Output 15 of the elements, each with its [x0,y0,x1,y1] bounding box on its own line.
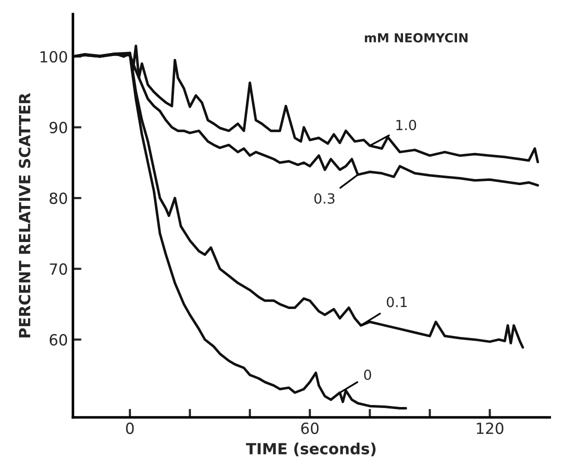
y-tick-label: 90 [50,122,68,134]
y-tick-label: 100 [40,50,68,63]
y-axis-title: PERCENT RELATIVE SCATTER [18,93,30,338]
y-tick-label: 60 [50,334,68,346]
y-tick-label: 80 [50,192,68,204]
series-label: 1.0 [396,120,416,130]
x-axis-title: TIME (seconds) [246,442,376,456]
x-tick-label: 120 [476,422,504,434]
x-tick-label: 0 [126,422,134,434]
x-tick-label: 60 [301,422,319,434]
series-label: 0.1 [386,296,407,308]
series-label: 0 [364,370,372,380]
series-label: 0.3 [314,193,334,204]
legend-title: mM NEOMYCIN [364,33,468,42]
y-tick-label: 70 [50,263,68,275]
